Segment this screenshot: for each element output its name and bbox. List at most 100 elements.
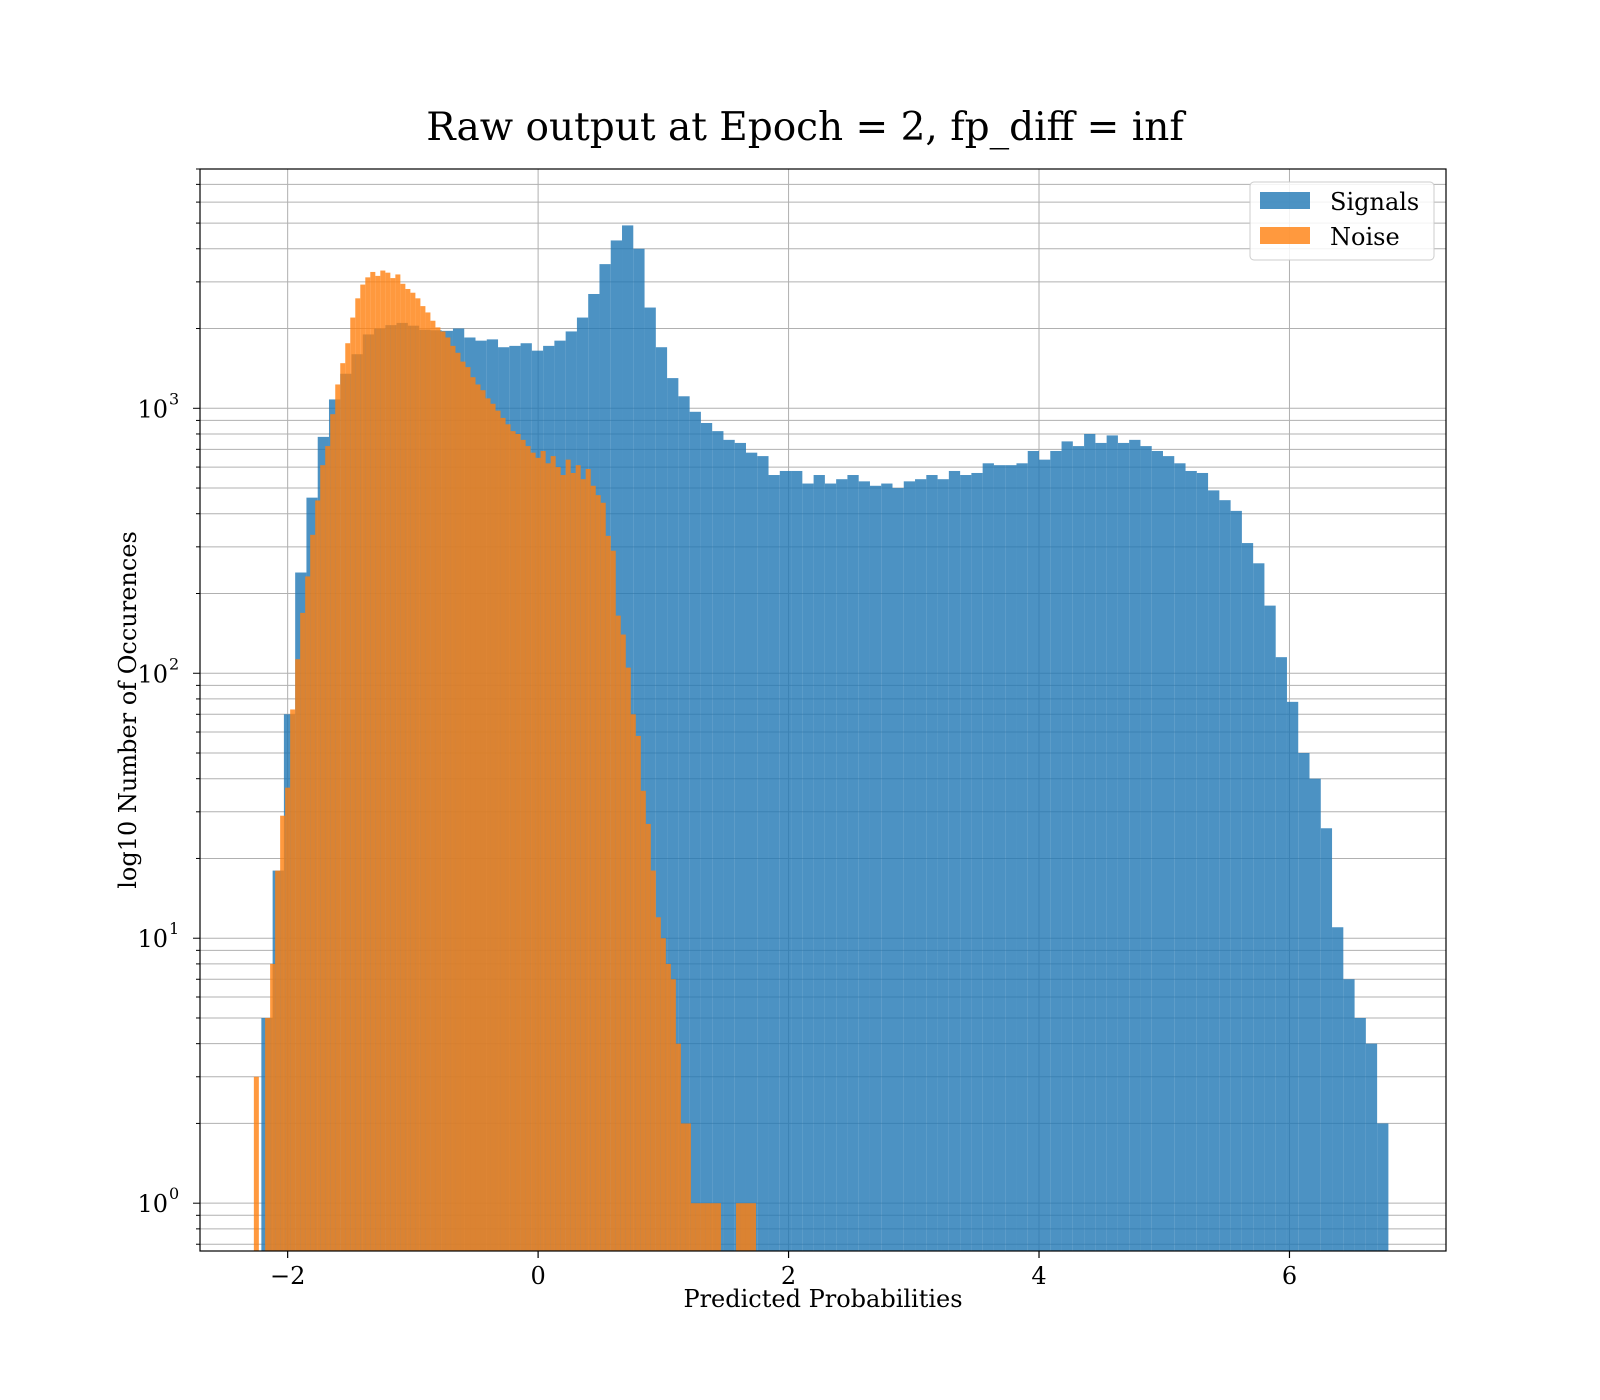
signals-bar	[948, 470, 961, 1251]
noise-bar	[415, 298, 421, 1251]
noise-bar	[285, 787, 291, 1251]
signals-bar	[915, 479, 927, 1251]
y-tick-exponent: 0	[169, 1184, 179, 1203]
signals-bar	[1140, 446, 1152, 1251]
signals-bar	[745, 452, 758, 1251]
noise-bar	[455, 352, 461, 1251]
noise-bar	[290, 709, 296, 1251]
signals-bar	[779, 470, 792, 1251]
signals-bar	[802, 483, 814, 1251]
noise-bar	[315, 500, 321, 1251]
signals-bar	[1365, 1043, 1378, 1251]
x-tick-label: 6	[1282, 1262, 1297, 1290]
y-tick-exponent: 2	[169, 654, 179, 673]
plot-frame	[199, 168, 1447, 1252]
noise-bar	[355, 298, 361, 1251]
noise-bar	[300, 612, 306, 1251]
noise-bar	[585, 469, 591, 1251]
y-tick-exponent: 1	[169, 919, 179, 938]
noise-bar	[485, 398, 491, 1251]
noise-bar	[470, 377, 476, 1251]
signals-bar	[791, 470, 803, 1251]
y-tick-label: 10	[137, 925, 168, 953]
noise-bar	[405, 288, 411, 1252]
signals-bar	[1106, 435, 1118, 1251]
signals-bar	[1084, 433, 1096, 1251]
noise-bar	[410, 292, 416, 1252]
noise-bar	[395, 274, 401, 1251]
noise-bar	[420, 306, 426, 1251]
signals-bar	[1275, 657, 1287, 1251]
signals-bar	[1208, 490, 1220, 1252]
noise-bar	[740, 1203, 746, 1251]
legend: Signals Noise	[1249, 181, 1435, 261]
noise-bar	[545, 463, 551, 1251]
noise-bar	[400, 283, 406, 1252]
signals-bar	[1072, 446, 1085, 1251]
noise-bar	[253, 1076, 259, 1251]
signals-bar	[1253, 563, 1265, 1251]
noise-bar	[335, 384, 341, 1251]
noise-bar	[595, 495, 601, 1252]
signals-bar	[1332, 927, 1344, 1251]
signals-bar	[1286, 701, 1299, 1251]
signals-bar	[734, 442, 746, 1251]
noise-bar	[460, 361, 466, 1252]
noise-bar	[440, 331, 446, 1251]
signals-bar	[836, 479, 848, 1251]
noise-bar	[620, 634, 626, 1251]
noise-bar	[340, 363, 346, 1251]
noise-bar	[465, 367, 471, 1251]
noise-bar	[685, 1123, 691, 1251]
noise-bar	[480, 390, 486, 1251]
legend-label-noise: Noise	[1330, 223, 1400, 251]
signals-bar	[1309, 778, 1321, 1251]
signals-bar	[847, 475, 859, 1251]
chart-title: Raw output at Epoch = 2, fp_diff = inf	[426, 105, 1186, 150]
noise-bar	[745, 1203, 751, 1251]
x-tick-label: −2	[270, 1262, 305, 1290]
signals-bar	[903, 481, 916, 1251]
noise-bar	[715, 1203, 721, 1251]
noise-bar	[280, 815, 286, 1251]
noise-bar	[365, 277, 371, 1251]
signals-bar	[1230, 510, 1242, 1252]
noise-bar	[320, 465, 326, 1251]
signals-bar	[1354, 1017, 1366, 1251]
signals-bar	[1039, 459, 1051, 1251]
signals-bar	[1219, 500, 1231, 1251]
signals-bar	[982, 463, 994, 1251]
noise-bar	[430, 320, 436, 1251]
noise-bar	[695, 1203, 701, 1251]
noise-bar	[500, 417, 506, 1251]
noise-bar	[295, 659, 301, 1251]
signals-bar	[1185, 470, 1197, 1251]
signals-bar	[1151, 450, 1163, 1251]
noise-bar	[345, 343, 351, 1252]
noise-bar	[660, 938, 666, 1251]
noise-bar	[305, 576, 311, 1251]
noise-bar	[525, 446, 531, 1251]
noise-bar	[550, 456, 556, 1251]
signals-bar	[1343, 979, 1355, 1251]
x-axis-label: Predicted Probabilities	[683, 1285, 962, 1313]
y-tick-label: 10	[137, 1190, 168, 1218]
signals-bar	[892, 488, 904, 1251]
noise-bar	[325, 446, 331, 1251]
signals-bar	[712, 431, 724, 1251]
signals-bar	[644, 307, 656, 1251]
signals-bar	[1129, 439, 1141, 1251]
noise-bars	[253, 270, 757, 1252]
noise-bar	[555, 467, 561, 1251]
noise-bar	[680, 1123, 686, 1251]
noise-bar	[610, 550, 616, 1251]
noise-bar	[275, 870, 281, 1251]
noise-bar	[670, 979, 676, 1251]
legend-swatch-noise	[1260, 227, 1310, 244]
signals-bar	[1241, 543, 1254, 1251]
signals-bar	[881, 483, 893, 1251]
signals-bar	[1377, 1123, 1389, 1251]
signals-bar	[700, 422, 713, 1251]
x-tick-label: 2	[781, 1262, 796, 1290]
noise-bar	[385, 272, 391, 1251]
